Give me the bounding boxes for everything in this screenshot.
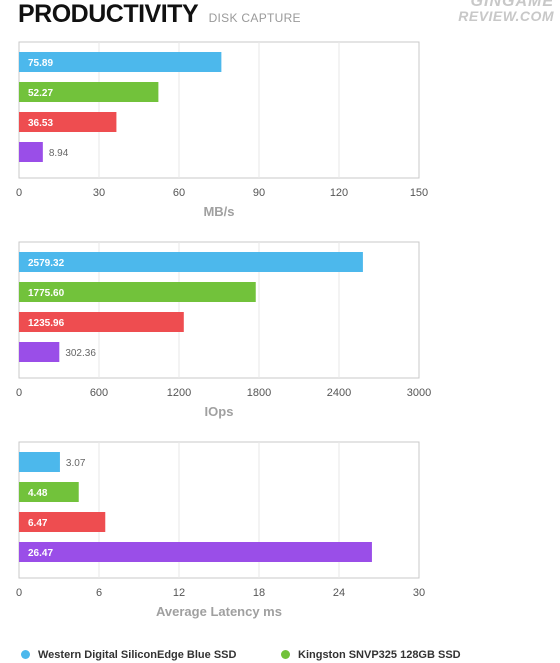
- x-tick-label: 90: [253, 187, 265, 199]
- x-tick-label: 30: [413, 587, 425, 599]
- bar-value-label: 36.53: [28, 118, 53, 129]
- legend-swatch-western-digital: [21, 650, 30, 659]
- x-axis-label: MB/s: [203, 204, 234, 219]
- x-tick-label: 60: [173, 187, 185, 199]
- x-tick-label: 600: [90, 387, 108, 399]
- x-tick-label: 3000: [407, 387, 431, 399]
- bar: [19, 342, 60, 362]
- throughput-bar-chart: 0 30 60 90 120 150 75.89 52.27 36.53 8.94 MB/s: [16, 41, 428, 219]
- x-tick-label: 0: [16, 187, 22, 199]
- x-axis-label: IOps: [205, 404, 234, 419]
- x-tick-label: 2400: [327, 387, 351, 399]
- chart-legend: Western Digital SiliconEdge Blue SSD Kin…: [0, 646, 560, 663]
- bar-value-label: 8.94: [49, 148, 69, 159]
- bar-value-label: 26.47: [28, 548, 53, 559]
- x-tick-label: 6: [96, 587, 102, 599]
- bar-value-label: 3.07: [66, 458, 86, 469]
- bar-value-label: 2579.32: [28, 258, 65, 269]
- bar: [19, 542, 372, 562]
- legend-label-kingston: Kingston SNVP325 128GB SSD: [298, 649, 461, 661]
- bar: [19, 52, 222, 72]
- x-tick-label: 0: [16, 387, 22, 399]
- legend-label-western-digital: Western Digital SiliconEdge Blue SSD: [38, 649, 237, 661]
- x-axis-label: Average Latency ms: [156, 604, 282, 619]
- legend-item-kingston: Kingston SNVP325 128GB SSD: [281, 649, 461, 661]
- x-tick-label: 0: [16, 587, 22, 599]
- bar-value-label: 6.47: [28, 518, 48, 529]
- bar: [19, 252, 363, 272]
- x-tick-label: 120: [330, 187, 348, 199]
- x-tick-label: 150: [410, 187, 428, 199]
- bar-value-label: 302.36: [65, 348, 96, 359]
- legend-swatch-kingston: [281, 650, 290, 659]
- x-tick-label: 12: [173, 587, 185, 599]
- latency-bar-chart: 0 6 12 18 24 30 3.07 4.48 6.47 26.47 Average Laten…: [16, 441, 425, 619]
- x-tick-label: 1200: [167, 387, 191, 399]
- bar: [19, 512, 106, 532]
- bar: [19, 452, 60, 472]
- x-tick-label: 18: [253, 587, 265, 599]
- bar: [19, 282, 256, 302]
- bar-value-label: 52.27: [28, 88, 53, 99]
- chart-header: PRODUCTIVITY DISK CAPTURE: [18, 0, 301, 28]
- bar-value-label: 4.48: [28, 488, 48, 499]
- x-tick-label: 30: [93, 187, 105, 199]
- watermark-line-2: REVIEW.COM: [458, 8, 554, 24]
- bar-value-label: 1775.60: [28, 288, 65, 299]
- bar: [19, 482, 79, 502]
- bar: [19, 142, 43, 162]
- bar-value-label: 75.89: [28, 58, 53, 69]
- chart-title: PRODUCTIVITY: [18, 0, 199, 28]
- bar: [19, 112, 117, 132]
- bar: [19, 312, 184, 332]
- chart-subtitle: DISK CAPTURE: [208, 11, 301, 25]
- bar-value-label: 1235.96: [28, 318, 65, 329]
- x-tick-label: 24: [333, 587, 345, 599]
- iops-bar-chart: 0 600 1200 1800 2400 3000 2579.32 1775.60 1235.9…: [16, 241, 431, 419]
- site-watermark: GINGAME REVIEW.COM: [458, 0, 554, 24]
- bar: [19, 82, 159, 102]
- watermark-line-1: GINGAME: [470, 0, 554, 10]
- legend-item-western-digital: Western Digital SiliconEdge Blue SSD: [21, 649, 236, 661]
- x-tick-label: 1800: [247, 387, 271, 399]
